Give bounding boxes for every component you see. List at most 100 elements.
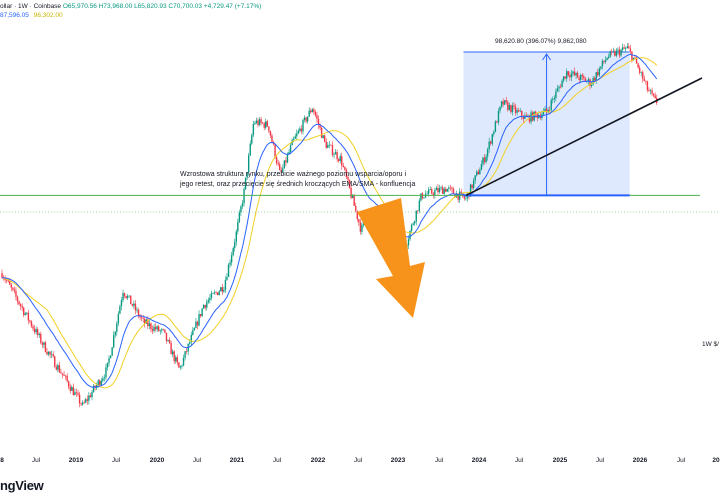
candle-body bbox=[257, 120, 259, 126]
candle-body bbox=[266, 121, 269, 127]
candle-body bbox=[283, 160, 286, 169]
candle-body bbox=[361, 224, 363, 232]
candle-body bbox=[50, 354, 53, 355]
candle-body bbox=[480, 164, 483, 171]
candle-body bbox=[635, 57, 638, 64]
candle-body bbox=[271, 135, 273, 142]
candle-body bbox=[314, 111, 317, 116]
candle-body bbox=[246, 172, 248, 178]
candle-body bbox=[83, 402, 85, 404]
candle-body bbox=[350, 188, 352, 198]
candle-body bbox=[286, 154, 289, 163]
candle-body bbox=[451, 187, 453, 189]
candle-body bbox=[294, 136, 296, 139]
candle-body bbox=[474, 175, 476, 181]
candle-body bbox=[55, 367, 58, 370]
candle-body bbox=[524, 115, 526, 119]
candle-body bbox=[288, 151, 290, 155]
candle-body bbox=[170, 343, 172, 355]
candle-body bbox=[7, 280, 9, 282]
candle-body bbox=[277, 163, 279, 165]
candle-body bbox=[597, 72, 599, 76]
candle-body bbox=[64, 375, 67, 377]
candle-body bbox=[144, 318, 146, 324]
candle-body bbox=[573, 71, 576, 76]
candle-body bbox=[553, 98, 556, 100]
candle-body bbox=[148, 323, 151, 327]
time-tick: Jul bbox=[272, 457, 282, 464]
candle-body bbox=[296, 133, 298, 137]
candle-body bbox=[513, 105, 515, 107]
candle-body bbox=[581, 74, 583, 77]
candle-body bbox=[477, 171, 480, 175]
candle-body bbox=[305, 117, 307, 122]
candle-body bbox=[234, 242, 236, 249]
candle-body bbox=[111, 347, 113, 356]
candle-body bbox=[344, 166, 346, 170]
candle-body bbox=[244, 177, 247, 190]
time-tick: 2021 bbox=[229, 457, 245, 464]
candle-body bbox=[232, 248, 234, 256]
candle-body bbox=[80, 403, 82, 405]
candle-body bbox=[342, 165, 345, 167]
candle-body bbox=[282, 168, 284, 173]
candle-body bbox=[18, 301, 20, 305]
candle-body bbox=[469, 184, 472, 197]
candle-body bbox=[279, 164, 281, 170]
price-scale-label: 1W $/ bbox=[702, 341, 719, 348]
candle-body bbox=[555, 91, 557, 99]
candle-body bbox=[311, 109, 313, 113]
candle-body bbox=[490, 141, 492, 144]
candle-body bbox=[75, 392, 78, 393]
candle-body bbox=[126, 296, 129, 299]
candle-body bbox=[502, 101, 504, 105]
candle-body bbox=[435, 187, 438, 191]
candle-body bbox=[280, 169, 282, 173]
candle-body bbox=[108, 358, 110, 363]
candle-body bbox=[415, 210, 417, 222]
candle-body bbox=[491, 134, 493, 144]
candle-body bbox=[625, 47, 627, 49]
candle-body bbox=[297, 130, 300, 134]
candle-body bbox=[423, 197, 425, 199]
candle-body bbox=[313, 109, 315, 112]
time-tick: Jul bbox=[434, 457, 444, 464]
time-tick: 8 bbox=[0, 457, 4, 464]
candle-body bbox=[561, 80, 563, 88]
candle-body bbox=[72, 387, 75, 396]
candle-body bbox=[584, 78, 587, 82]
candle-body bbox=[620, 49, 622, 56]
candle-body bbox=[27, 312, 30, 321]
candle-body bbox=[535, 111, 537, 114]
candle-body bbox=[89, 395, 92, 398]
candle-body bbox=[319, 124, 321, 128]
candle-body bbox=[471, 184, 473, 188]
candle-body bbox=[182, 357, 185, 366]
candle-body bbox=[223, 289, 225, 292]
time-tick: 2020 bbox=[149, 457, 165, 464]
candle-body bbox=[337, 159, 340, 161]
candle-body bbox=[109, 355, 112, 359]
candle-body bbox=[463, 196, 466, 199]
candle-body bbox=[356, 210, 358, 220]
candle-body bbox=[179, 366, 182, 368]
candle-body bbox=[324, 135, 326, 142]
candle-body bbox=[604, 59, 607, 62]
candle-body bbox=[457, 193, 459, 200]
candle-body bbox=[66, 375, 68, 382]
candle-body bbox=[258, 119, 261, 126]
candle-body bbox=[249, 143, 251, 156]
candle-body bbox=[185, 351, 188, 352]
candle-body bbox=[330, 144, 332, 146]
candle-body bbox=[413, 221, 416, 224]
candle-body bbox=[86, 399, 89, 401]
candle-body bbox=[81, 402, 84, 405]
candle-body bbox=[306, 116, 309, 122]
candle-body bbox=[497, 110, 500, 123]
candle-body bbox=[472, 180, 475, 188]
candle-body bbox=[260, 119, 262, 123]
time-tick: Jul bbox=[676, 457, 686, 464]
candle-body bbox=[507, 102, 509, 110]
candle-body bbox=[140, 317, 143, 319]
